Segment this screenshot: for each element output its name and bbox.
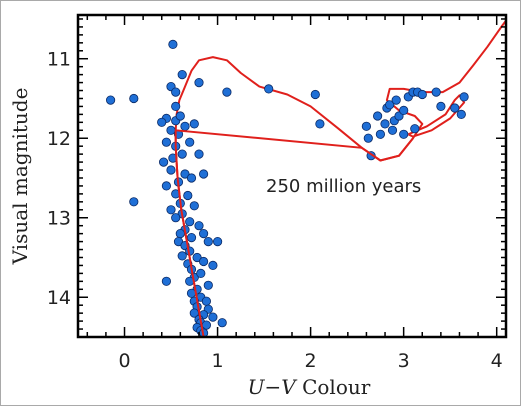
star-point xyxy=(171,101,181,112)
star-point xyxy=(192,252,202,263)
star-point xyxy=(264,84,274,94)
star-point xyxy=(157,117,167,127)
star-point xyxy=(436,101,446,112)
star-point xyxy=(129,93,139,104)
star-point xyxy=(171,87,181,97)
x-tick-label: 2 xyxy=(305,350,317,372)
star-point xyxy=(387,125,398,135)
star-point xyxy=(161,137,171,147)
star-point xyxy=(186,173,197,183)
star-point xyxy=(456,109,466,120)
star-point xyxy=(199,169,209,179)
star-point xyxy=(375,129,385,139)
star-point xyxy=(391,95,401,105)
star-point xyxy=(410,124,420,134)
star-point xyxy=(201,296,211,306)
star-point xyxy=(168,39,178,50)
star-point xyxy=(203,237,213,247)
age-annotation: 250 million years xyxy=(266,176,421,197)
star-point xyxy=(161,276,171,286)
star-point xyxy=(185,217,195,227)
star-point xyxy=(177,251,187,261)
star-point xyxy=(189,201,199,211)
star-point xyxy=(380,119,390,129)
star-point xyxy=(315,119,325,129)
star-point xyxy=(186,233,197,243)
x-axis-title-rest: Colour xyxy=(296,375,371,399)
star-point xyxy=(183,190,193,201)
star-point xyxy=(361,121,371,131)
star-point xyxy=(199,256,209,267)
star-point xyxy=(213,237,223,247)
star-point xyxy=(166,205,176,215)
y-tick-label: 13 xyxy=(47,208,71,230)
star-point xyxy=(194,221,204,231)
y-axis-title: Visual magnitude xyxy=(8,88,32,266)
isochrone-main-sequence-overlay xyxy=(174,129,414,338)
star-point xyxy=(199,229,209,239)
star-point xyxy=(194,78,204,88)
x-axis-title: U−V Colour xyxy=(248,375,371,399)
star-point xyxy=(159,157,169,167)
star-point xyxy=(399,105,409,116)
x-tick-label: 3 xyxy=(398,350,410,372)
star-point xyxy=(222,87,232,97)
star-point xyxy=(385,100,395,110)
star-point xyxy=(196,268,206,278)
star-point xyxy=(171,213,181,223)
star-point xyxy=(431,87,441,97)
star-point xyxy=(185,137,195,147)
star-point xyxy=(129,197,139,207)
x-tick-label: 1 xyxy=(212,350,224,372)
star-point xyxy=(399,129,409,139)
y-tick-label: 12 xyxy=(47,128,71,150)
y-tick-label: 14 xyxy=(47,287,71,309)
star-point xyxy=(417,89,427,100)
star-point xyxy=(106,95,116,105)
star-point xyxy=(175,229,185,239)
star-point xyxy=(208,312,218,322)
star-point xyxy=(180,169,190,179)
star-point xyxy=(450,103,460,113)
star-point xyxy=(175,111,185,121)
x-axis-title-italic: U−V xyxy=(248,375,299,399)
star-point xyxy=(372,111,383,121)
star-point xyxy=(166,165,176,175)
star-point xyxy=(310,89,320,100)
y-tick-label: 11 xyxy=(47,49,71,71)
star-point xyxy=(203,280,213,290)
star-point xyxy=(173,237,184,247)
star-point xyxy=(217,318,227,328)
star-point xyxy=(161,181,171,191)
star-point xyxy=(177,70,187,80)
star-point xyxy=(459,92,469,102)
star-point xyxy=(208,260,218,270)
x-tick-label: 0 xyxy=(118,350,130,372)
x-tick-label: 4 xyxy=(491,350,503,372)
star-point xyxy=(194,149,204,159)
star-point xyxy=(166,125,176,135)
star-point xyxy=(177,149,187,159)
star-point xyxy=(363,133,373,143)
star-point xyxy=(180,121,190,131)
star-point xyxy=(189,119,199,129)
